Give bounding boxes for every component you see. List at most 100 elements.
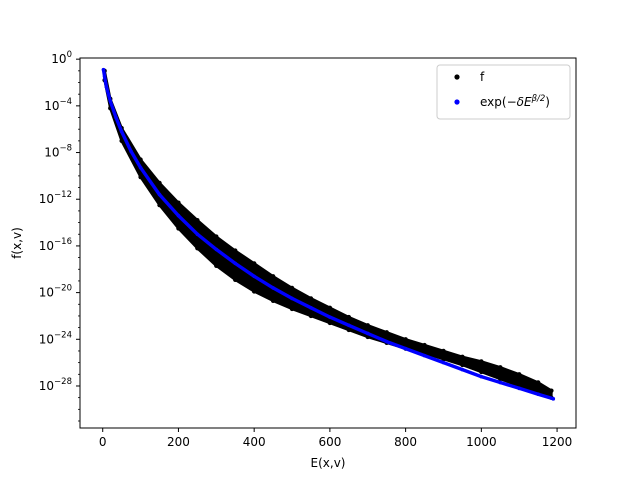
x-axis-label: E(x,v): [311, 456, 346, 470]
series-exp-point: [441, 360, 446, 365]
series-f-point: [289, 306, 295, 312]
y-tick-label: 100: [51, 50, 72, 66]
series-exp-point: [403, 346, 408, 351]
series-exp-point: [108, 99, 113, 103]
series-exp-point: [114, 115, 118, 120]
series-exp-point: [422, 353, 427, 358]
series-f-point: [233, 277, 238, 282]
series-exp-point: [551, 397, 556, 401]
series-exp-point: [479, 374, 484, 379]
series-exp-point: [252, 274, 256, 279]
plot-area: [101, 67, 556, 401]
series-exp-point: [129, 149, 133, 154]
x-tick-label: 400: [243, 435, 266, 449]
series-f-point: [157, 180, 162, 186]
series-f-point: [441, 348, 446, 354]
series-f-point: [270, 298, 276, 303]
x-tick-label: 1200: [542, 435, 573, 449]
y-tick-label: 10−20: [39, 284, 72, 300]
series-f-point: [195, 218, 200, 223]
series-f-point: [270, 274, 276, 279]
series-exp-point: [271, 286, 275, 290]
legend-box: [436, 64, 571, 120]
series-f-point: [195, 246, 200, 251]
y-axis-label: f(x,v): [10, 227, 24, 259]
series-exp-point: [384, 339, 389, 344]
series-f-point: [403, 337, 408, 342]
y-tick-label: 10−8: [44, 144, 72, 160]
series-exp-point: [157, 192, 162, 197]
series-exp-point: [214, 247, 219, 252]
series-exp-point: [119, 129, 124, 134]
series-f-point: [327, 320, 333, 326]
y-tick-label: 10−28: [39, 377, 72, 393]
series-f-point: [308, 296, 314, 301]
series-exp-point: [460, 367, 465, 372]
x-axis-ticks: 0 200 400 600 800 1000 1200: [99, 428, 572, 449]
series-exp-point: [536, 392, 540, 396]
series-f-point: [365, 334, 370, 340]
series-exp-point: [365, 331, 370, 336]
y-tick-label: 10−24: [39, 330, 72, 346]
series-f-point: [289, 285, 295, 291]
series-f-point: [384, 330, 389, 335]
series-f-point: [441, 356, 446, 362]
series-f-point: [251, 261, 257, 266]
series-exp-curve: [101, 68, 555, 401]
series-f-point: [517, 372, 522, 377]
y-tick-label: 10−4: [44, 97, 72, 113]
series-exp-point: [104, 85, 109, 89]
series-f-point: [233, 248, 238, 253]
series-f-point: [422, 342, 427, 348]
series-exp-point: [138, 165, 143, 170]
series-f-point: [176, 200, 181, 205]
series-f-point: [214, 263, 219, 268]
series-exp-point: [233, 261, 238, 266]
plot-frame: [79, 57, 577, 429]
legend-label-exp: exp(−δEβ/2): [480, 94, 550, 109]
series-exp-point: [102, 74, 107, 79]
series-f-point: [460, 362, 465, 368]
series-exp: [101, 67, 556, 401]
series-f-band: [103, 69, 553, 399]
series-exp-point: [309, 305, 313, 310]
series-exp-point: [195, 232, 200, 237]
series-exp-point: [101, 67, 106, 72]
series-f-point: [176, 226, 181, 231]
series-f-point: [327, 305, 333, 310]
series-f-point: [119, 138, 124, 144]
series-f-point: [214, 234, 219, 239]
x-tick-label: 0: [99, 435, 107, 449]
series-f-point: [308, 313, 314, 319]
series-f-point: [346, 327, 352, 333]
x-tick-label: 600: [318, 435, 341, 449]
series-f-point: [365, 323, 370, 328]
series-f-point: [138, 157, 143, 162]
y-tick-label: 10−12: [39, 190, 72, 206]
series-exp-point: [498, 380, 503, 385]
series-f-point: [498, 365, 503, 370]
series-f-point: [498, 376, 503, 382]
x-tick-label: 1000: [466, 435, 497, 449]
series-f-point: [549, 388, 554, 393]
series-f-point: [479, 369, 484, 375]
y-tick-label: 10−16: [39, 237, 72, 253]
series-f-point: [535, 380, 541, 385]
series-f-point: [138, 174, 143, 180]
series-exp-point: [517, 386, 522, 391]
series-f-point: [479, 359, 484, 364]
series-f-point: [251, 289, 257, 294]
legend-label-f: f: [480, 70, 485, 84]
series-f-point: [346, 314, 352, 320]
y-axis-ticks: 100 10−4 10−8 10−12 10−16 10−20 10−24 10−28: [39, 50, 80, 422]
series-f-point: [460, 354, 465, 360]
series-exp-point: [290, 296, 294, 301]
x-tick-label: 200: [167, 435, 190, 449]
x-tick-label: 800: [394, 435, 417, 449]
legend-marker-f: [454, 74, 460, 80]
series-exp-point: [347, 323, 351, 328]
legend: f exp(−δEβ/2): [436, 64, 571, 120]
series-f-point: [157, 202, 162, 208]
legend-marker-exp: [454, 99, 460, 105]
